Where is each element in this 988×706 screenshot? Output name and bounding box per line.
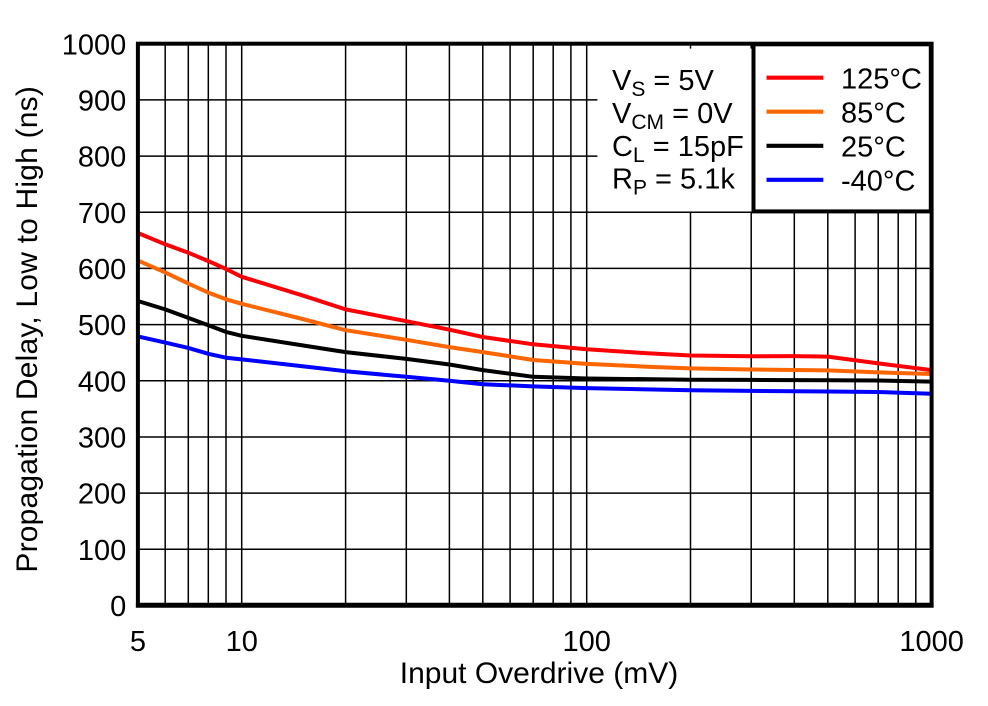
- svg-text:100: 100: [563, 626, 611, 658]
- svg-text:VCM = 0V: VCM = 0V: [612, 98, 733, 134]
- svg-text:10: 10: [226, 626, 258, 658]
- svg-text:RP = 5.1k: RP = 5.1k: [612, 163, 735, 199]
- svg-text:125°C: 125°C: [841, 63, 922, 95]
- svg-text:800: 800: [78, 142, 126, 174]
- svg-text:85°C: 85°C: [841, 97, 906, 129]
- svg-text:1000: 1000: [62, 29, 127, 61]
- svg-text:400: 400: [78, 366, 126, 398]
- svg-text:-40°C: -40°C: [841, 166, 915, 198]
- svg-text:VS = 5V: VS = 5V: [612, 65, 715, 101]
- svg-text:25°C: 25°C: [841, 132, 906, 164]
- svg-text:5: 5: [130, 626, 146, 658]
- svg-text:100: 100: [78, 535, 126, 567]
- svg-text:900: 900: [78, 86, 126, 118]
- svg-text:700: 700: [78, 198, 126, 230]
- svg-text:300: 300: [78, 423, 126, 455]
- svg-text:500: 500: [78, 310, 126, 342]
- svg-text:0: 0: [110, 591, 126, 623]
- svg-text:CL = 15pF: CL = 15pF: [612, 131, 744, 167]
- svg-text:200: 200: [78, 479, 126, 511]
- svg-text:Input Overdrive (mV): Input Overdrive (mV): [400, 657, 678, 690]
- svg-text:600: 600: [78, 254, 126, 286]
- svg-text:Propagation Delay, Low to High: Propagation Delay, Low to High (ns): [11, 86, 44, 573]
- svg-text:1000: 1000: [899, 626, 964, 658]
